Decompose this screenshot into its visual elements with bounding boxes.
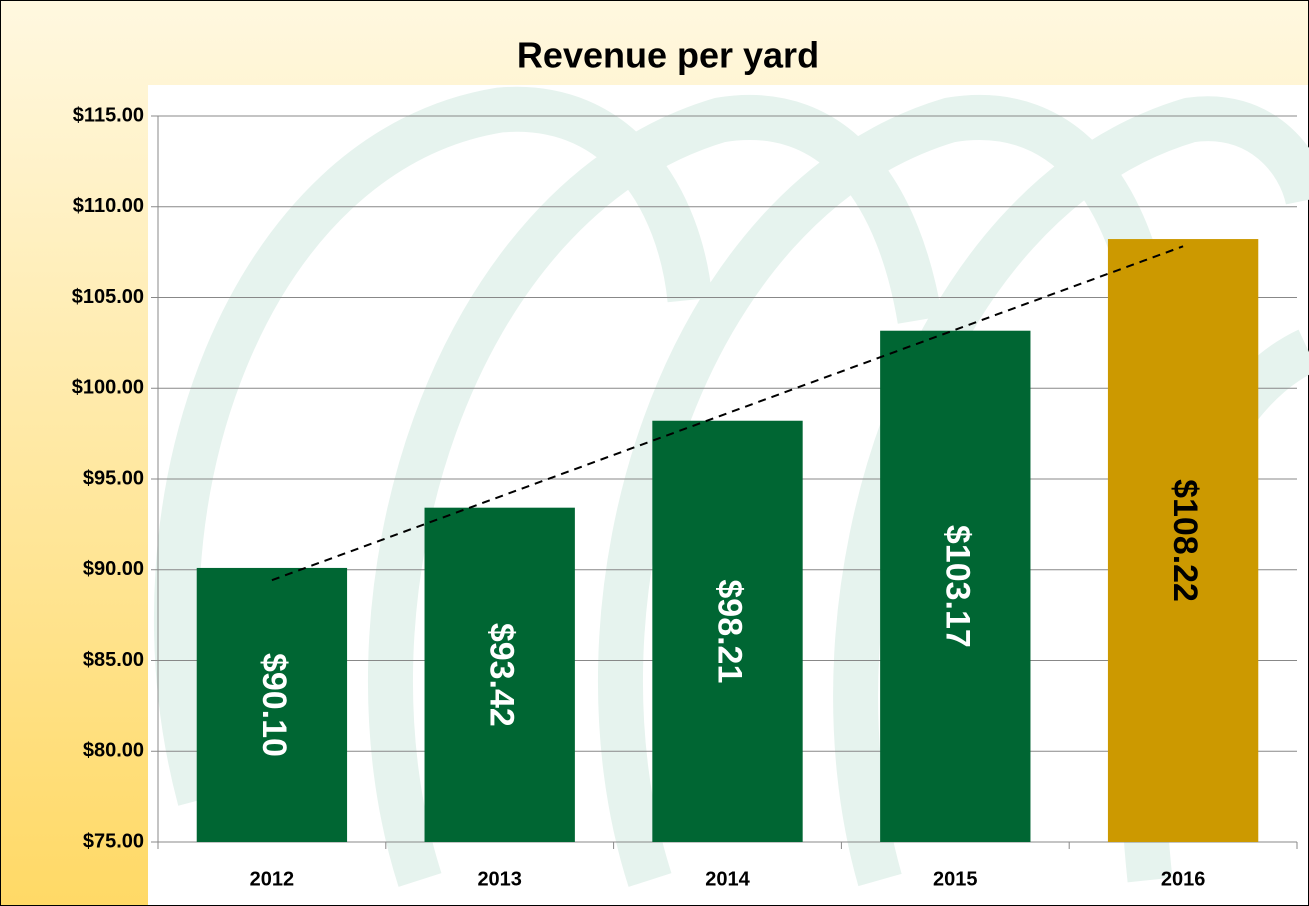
- value-label: $98.21: [711, 579, 749, 683]
- y-tick-label: $85.00: [83, 649, 144, 671]
- x-tick-label: 2013: [477, 868, 522, 890]
- y-tick-label: $105.00: [72, 286, 144, 308]
- value-label: $93.42: [483, 623, 521, 727]
- y-tick-label: $110.00: [73, 195, 144, 217]
- value-label: $103.17: [938, 525, 976, 648]
- x-tick-label: 2012: [250, 868, 295, 890]
- y-tick-label: $90.00: [83, 558, 144, 580]
- y-tick-label: $115.00: [73, 104, 144, 126]
- y-tick-label: $95.00: [83, 467, 144, 489]
- x-tick-label: 2016: [1161, 868, 1206, 890]
- x-tick-label: 2015: [933, 868, 978, 890]
- chart-title: Revenue per yard: [517, 35, 819, 76]
- chart: Revenue per yard $75.00 $80.00 $85.00 $90.0…: [0, 0, 1309, 906]
- value-label: $108.22: [1166, 479, 1204, 602]
- y-tick-label: $75.00: [83, 830, 144, 852]
- value-label: $90.10: [255, 653, 293, 757]
- x-tick-label: 2014: [705, 868, 750, 890]
- y-tick-label: $100.00: [72, 377, 144, 399]
- y-tick-label: $80.00: [83, 740, 144, 762]
